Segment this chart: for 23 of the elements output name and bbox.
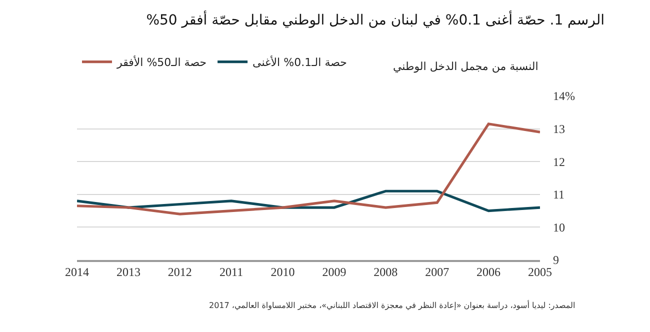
line-series	[77, 122, 540, 216]
legend-label: حصة الـ50% الأفقر	[116, 55, 207, 70]
legend-label: حصة الـ0.1% الأغنى	[252, 55, 347, 70]
chart-title: الرسم 1. حصّة أغنى 0.1% في لبنان من الدخل الوطني مقابل حصّة أفقر 50%	[146, 10, 604, 29]
x-tick-label: 2007	[425, 265, 450, 280]
x-tick-label: 2013	[116, 265, 140, 280]
x-tick-label: 2011	[220, 265, 244, 280]
x-tick-label: 2005	[528, 265, 552, 280]
y-axis-title: النسبة من مجمل الدخل الوطني	[393, 60, 538, 73]
y-tick-label: 9	[553, 253, 559, 268]
x-tick-label: 2014	[65, 265, 89, 280]
x-tick-label: 2009	[322, 265, 346, 280]
y-tick-label: 12	[553, 154, 565, 169]
y-tick-label: 13	[553, 122, 565, 136]
x-tick-label: 2008	[374, 265, 398, 280]
line-series	[77, 190, 540, 212]
y-tick-label: 10	[553, 220, 565, 234]
x-tick-label: 2010	[270, 265, 295, 280]
y-tick-label: 11	[553, 188, 565, 202]
text: المصدر: ليديا أسود، دراسة بعنوان «إعادة النظر في معجزة الاقتصاد اللبناني»، مختبر اللامساواة العالمي، 2017	[209, 300, 576, 310]
x-tick-label: 2006	[476, 265, 501, 280]
x-tick-label: 2012	[168, 265, 192, 280]
y-tick-label: 14%	[553, 89, 575, 104]
